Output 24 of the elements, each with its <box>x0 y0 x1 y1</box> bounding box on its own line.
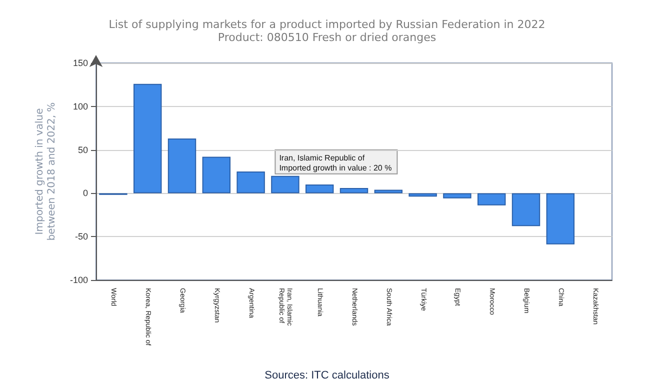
annotation: Iran, Islamic Republic of Imported growth in value : 20 % <box>279 153 392 172</box>
y-axis-title: Imported growth in value between 2018 and 2022, % <box>34 102 58 241</box>
y-tick-label: -50 <box>74 232 88 242</box>
bar <box>133 84 162 194</box>
bar <box>236 172 265 194</box>
y-tick-label: -100 <box>70 275 88 285</box>
chart-title: List of supplying markets for a product imported by Russian Federation in 2022 <box>108 18 546 31</box>
bar <box>374 190 403 194</box>
bar <box>546 193 575 244</box>
chart-subtitle: Product: 080510 Fresh or dried oranges <box>218 31 436 44</box>
bar <box>477 193 506 206</box>
bar <box>271 176 300 194</box>
bar <box>512 193 540 226</box>
y-tick-label: 0 <box>82 188 88 198</box>
bar <box>305 184 334 194</box>
bar <box>408 193 437 197</box>
y-tick-label: 50 <box>78 144 88 155</box>
bar <box>202 156 231 194</box>
y-tick-label: 100 <box>72 101 88 112</box>
bar <box>168 138 196 194</box>
source-note: Sources: ITC calculations <box>264 370 390 382</box>
y-tick-label: 150 <box>72 58 88 68</box>
bar <box>340 188 368 194</box>
bar <box>443 193 472 198</box>
